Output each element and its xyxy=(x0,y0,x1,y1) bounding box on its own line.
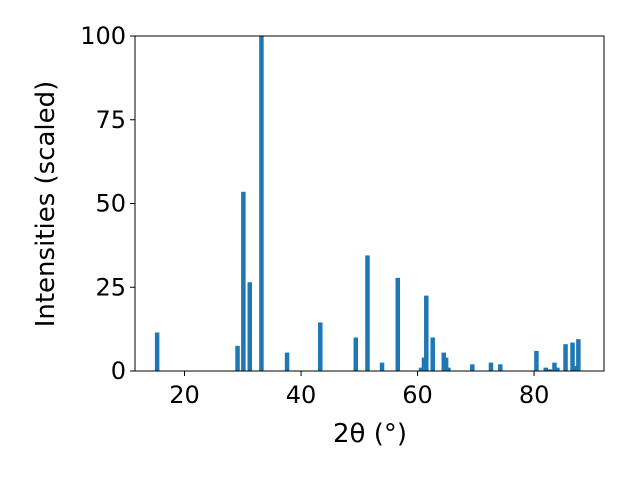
y-tick-label: 100 xyxy=(80,22,126,50)
bar xyxy=(488,362,494,371)
y-tick-label: 75 xyxy=(95,106,126,134)
bar xyxy=(547,369,553,371)
bar xyxy=(543,367,548,371)
y-axis-label: Intensities (scaled) xyxy=(31,81,61,328)
bar xyxy=(154,332,160,371)
y-tick-label: 50 xyxy=(95,190,126,218)
y-tick-label: 0 xyxy=(111,357,126,385)
bar xyxy=(555,367,560,371)
bar xyxy=(576,339,581,371)
bar xyxy=(563,344,568,371)
bar xyxy=(441,352,447,371)
bar xyxy=(418,367,424,371)
bar xyxy=(259,36,264,371)
bar xyxy=(395,277,401,371)
x-axis-ticks: 20 40 60 80 xyxy=(169,371,549,409)
bar xyxy=(570,342,575,371)
bar xyxy=(446,367,451,371)
bar xyxy=(421,357,427,371)
y-axis-ticks: 0 25 50 75 100 xyxy=(80,22,135,385)
x-tick-label: 80 xyxy=(519,381,550,409)
bars-group xyxy=(154,36,581,371)
bar xyxy=(430,337,435,371)
bar xyxy=(235,345,240,371)
bar xyxy=(365,255,370,371)
x-axis-label: 2θ (°) xyxy=(333,419,407,449)
bar xyxy=(552,362,557,371)
bar xyxy=(534,350,539,371)
bar xyxy=(573,365,579,371)
y-tick-label: 25 xyxy=(95,273,126,301)
bar xyxy=(470,364,475,371)
bar xyxy=(498,364,503,371)
bar xyxy=(443,357,449,371)
bar xyxy=(424,295,429,371)
bar xyxy=(247,282,253,371)
x-tick-label: 20 xyxy=(169,381,200,409)
bar xyxy=(353,337,359,371)
x-tick-label: 40 xyxy=(286,381,317,409)
x-tick-label: 60 xyxy=(402,381,433,409)
bar xyxy=(241,191,246,371)
bar xyxy=(284,352,290,371)
bar xyxy=(318,322,323,371)
bar xyxy=(379,362,385,371)
